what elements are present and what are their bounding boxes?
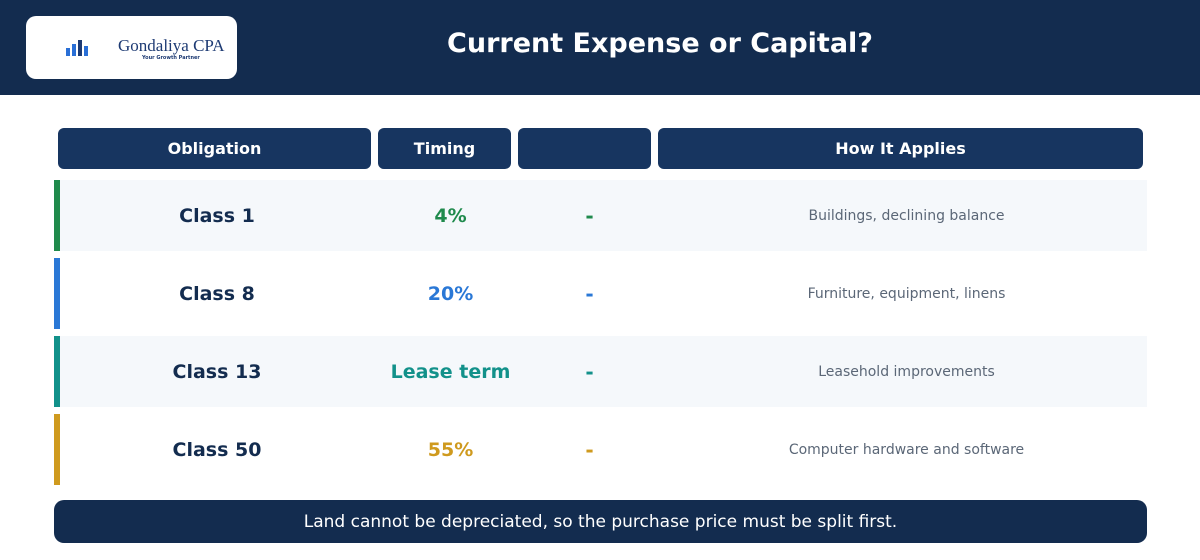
- cell: Buildings, declining balance: [808, 207, 1005, 224]
- cell: Leasehold improvements: [818, 363, 995, 380]
- cell: Class 13: [172, 360, 262, 383]
- cell: Class 8: [179, 282, 255, 305]
- cell: 55%: [427, 438, 474, 461]
- cell: -: [585, 281, 594, 306]
- cell: -: [585, 437, 594, 462]
- footer-note: Land cannot be depreciated, so the purch…: [54, 500, 1147, 543]
- logo-tagline: Your Growth Partner: [142, 55, 200, 61]
- title: Current Expense or Capital?: [447, 28, 873, 59]
- header-bar: Gondaliya CPA Your Growth Partner Curren…: [0, 0, 1200, 95]
- column-header: Obligation: [58, 128, 371, 169]
- logo: Gondaliya CPA Your Growth Partner: [26, 16, 237, 79]
- cell: Computer hardware and software: [788, 441, 1025, 458]
- cell: 20%: [427, 282, 474, 305]
- cell: Lease term: [390, 360, 511, 383]
- cell: -: [585, 203, 594, 228]
- logo-icon: [66, 40, 88, 56]
- cell: Class 50: [172, 438, 262, 461]
- cell: 4%: [434, 204, 467, 227]
- cell: -: [585, 359, 594, 384]
- cell: Furniture, equipment, linens: [807, 285, 1006, 302]
- table-row: Class 1 4% - Buildings, declining balanc…: [54, 180, 1147, 251]
- table-row: Class 13 Lease term - Leasehold improvem…: [54, 336, 1147, 407]
- cell: Class 1: [179, 204, 255, 227]
- table-row: Class 50 55% - Computer hardware and sof…: [54, 414, 1147, 485]
- logo-name: Gondaliya CPA: [118, 36, 225, 55]
- column-header: How It Applies: [658, 128, 1143, 169]
- column-header: Timing: [378, 128, 511, 169]
- column-header: [518, 128, 651, 169]
- table-row: Class 8 20% - Furniture, equipment, line…: [54, 258, 1147, 329]
